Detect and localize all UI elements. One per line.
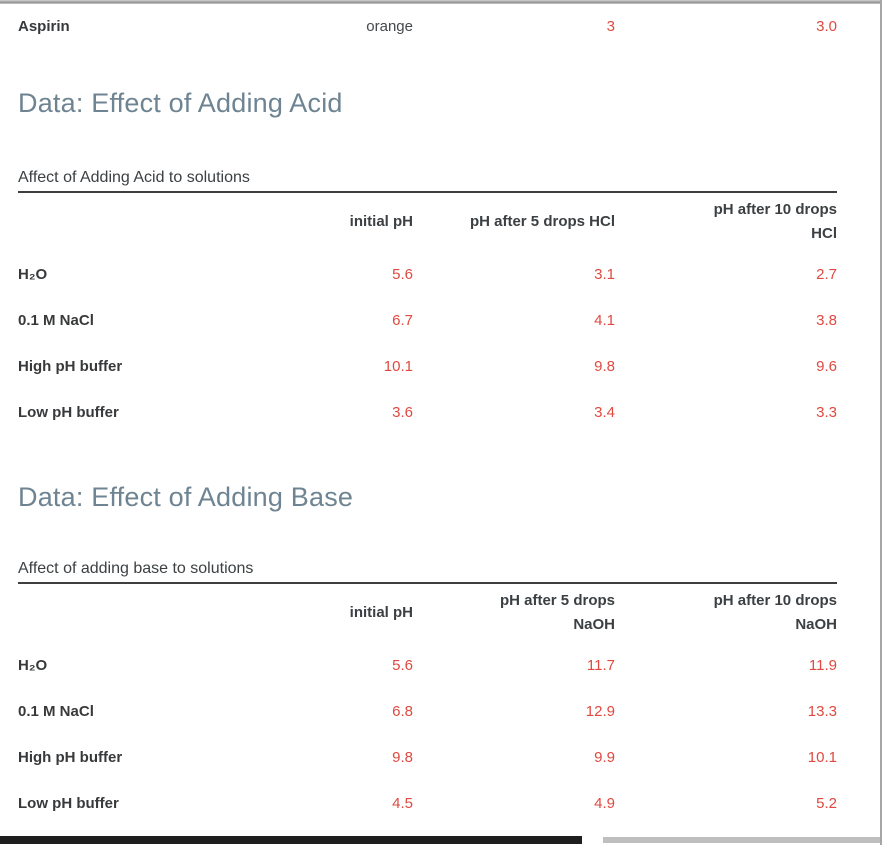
acid-table: initial pH pH after 5 drops HCl pH after… — [18, 191, 837, 435]
cell-value: orange — [366, 17, 413, 35]
cell-value: 3.4 — [594, 403, 615, 421]
cell-value: 5.6 — [392, 265, 413, 283]
cell-value: 3.6 — [392, 403, 413, 421]
header-row: initial pH pH after 5 drops HCl pH after… — [18, 192, 837, 251]
section-heading-base: Data: Effect of Adding Base — [18, 482, 354, 512]
header-ph-10-drops-naoh: pH after 10 drops NaOH — [713, 592, 837, 633]
cell-value: 3 — [606, 17, 615, 35]
row-label: Aspirin — [18, 17, 70, 35]
cell-value: 11.7 — [586, 656, 615, 674]
cell-value: 12.9 — [585, 702, 615, 720]
top-scroll-edge — [0, 0, 882, 4]
table-row: 0.1 M NaCl 6.8 12.9 13.3 — [18, 688, 837, 734]
header-ph-5-drops-hcl: pH after 5 drops HCl — [469, 213, 615, 230]
header-initial-ph: initial pH — [349, 213, 413, 230]
cell-value: 3.1 — [594, 265, 615, 283]
cell-value: 3.3 — [816, 403, 837, 421]
table-row: High pH buffer 9.8 9.9 10.1 — [18, 734, 837, 780]
row-label: H₂O — [18, 265, 48, 283]
table-row: 0.1 M NaCl 6.7 4.1 3.8 — [18, 297, 837, 343]
cell-value: 5.6 — [392, 656, 413, 674]
row-label: 0.1 M NaCl — [18, 702, 94, 720]
table-row: Low pH buffer 4.5 4.9 5.2 — [18, 780, 837, 826]
cell-value: 6.8 — [392, 702, 413, 720]
cell-value: 4.9 — [594, 794, 615, 812]
header-empty — [18, 192, 248, 251]
cell-value: 9.8 — [594, 357, 615, 375]
cell-value: 4.1 — [594, 311, 615, 329]
row-label: 0.1 M NaCl — [18, 311, 94, 329]
row-label: Low pH buffer — [18, 794, 119, 812]
table-row: H₂O 5.6 11.7 11.9 — [18, 642, 837, 688]
cell-value: 10.1 — [807, 748, 837, 766]
table-caption-acid: Affect of Adding Acid to solutions — [18, 169, 250, 186]
horizontal-scrollbar — [0, 836, 882, 844]
cell-value: 2.7 — [816, 265, 837, 283]
section-heading-acid: Data: Effect of Adding Acid — [18, 88, 343, 118]
row-label: Low pH buffer — [18, 403, 119, 421]
row-label: High pH buffer — [18, 357, 123, 375]
cell-value: 11.9 — [808, 656, 837, 674]
previous-table-last-row: Aspirin orange 3 3.0 — [18, 4, 837, 48]
cell-value: 9.6 — [816, 357, 837, 375]
table-row: High pH buffer 10.1 9.8 9.6 — [18, 343, 837, 389]
document-content: Aspirin orange 3 3.0 Data: Effect of Add… — [18, 4, 837, 826]
cell-value: 3.8 — [816, 311, 837, 329]
cell-value: 9.9 — [594, 748, 615, 766]
table-row: Aspirin orange 3 3.0 — [18, 4, 837, 48]
table-caption-base: Affect of adding base to solutions — [18, 560, 254, 577]
header-ph-10-drops-hcl: pH after 10 drops HCl — [713, 201, 837, 242]
header-row: initial pH pH after 5 drops NaOH pH afte… — [18, 583, 837, 642]
row-label: H₂O — [18, 656, 48, 674]
header-initial-ph: initial pH — [349, 604, 413, 621]
table-row: Low pH buffer 3.6 3.4 3.3 — [18, 389, 837, 435]
base-table: initial pH pH after 5 drops NaOH pH afte… — [18, 582, 837, 826]
cell-value: 10.1 — [383, 357, 413, 375]
cell-value: 9.8 — [392, 748, 413, 766]
cell-value: 4.5 — [392, 794, 413, 812]
cell-value: 13.3 — [807, 702, 837, 720]
row-label: High pH buffer — [18, 748, 123, 766]
cell-value: 6.7 — [392, 311, 413, 329]
horizontal-scrollbar-track[interactable] — [603, 837, 882, 843]
table-row: H₂O 5.6 3.1 2.7 — [18, 251, 837, 297]
header-empty — [18, 583, 248, 642]
right-pane-border — [880, 0, 882, 845]
horizontal-scrollbar-thumb[interactable] — [0, 836, 582, 844]
cell-value: 5.2 — [816, 794, 837, 812]
header-ph-5-drops-naoh: pH after 5 drops NaOH — [499, 592, 615, 633]
cell-value: 3.0 — [816, 17, 837, 35]
